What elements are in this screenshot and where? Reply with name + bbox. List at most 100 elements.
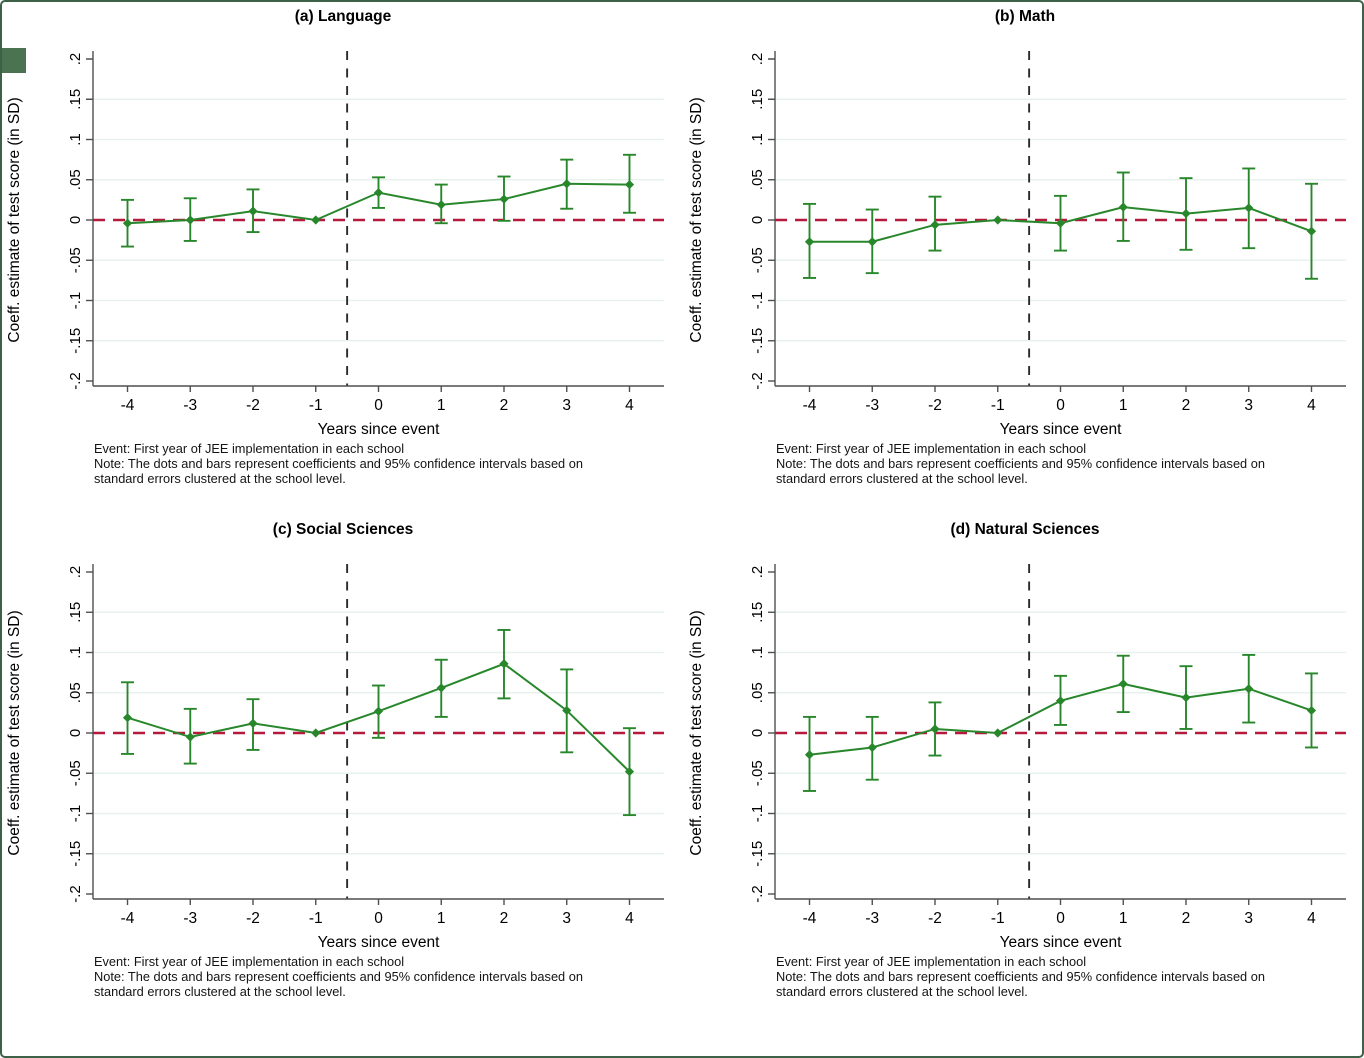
svg-text:2: 2 (500, 910, 509, 927)
note-text-line2: standard errors clustered at the school … (94, 984, 346, 1000)
svg-text:0: 0 (374, 397, 383, 414)
svg-text:-4: -4 (803, 910, 817, 927)
svg-text:-2: -2 (928, 397, 942, 414)
svg-text:-4: -4 (803, 397, 817, 414)
confidence-intervals (121, 153, 636, 248)
svg-text:.2: .2 (67, 53, 84, 66)
svg-text:-.1: -.1 (67, 805, 84, 823)
svg-text:0: 0 (374, 910, 383, 927)
x-axis-title: Years since event (318, 934, 440, 951)
svg-text:.15: .15 (749, 89, 766, 110)
svg-text:-3: -3 (183, 910, 197, 927)
svg-text:-2: -2 (246, 910, 260, 927)
svg-text:3: 3 (1244, 397, 1253, 414)
social-sciences-event-study-chart: .2 .15 .1 .05 0 -.05 -.1 -.15 -.2 -4 -3 -2 -1 0 1 2 3 4 Ye… (6, 564, 664, 951)
y-tick-labels: .2 .15 .1 .05 0 -.05 -.1 -.15 -.2 (749, 53, 775, 390)
svg-text:.1: .1 (67, 133, 84, 146)
chart-notes: Event: First year of JEE implementation … (94, 954, 684, 999)
svg-text:4: 4 (1307, 910, 1316, 927)
svg-text:2: 2 (500, 397, 509, 414)
svg-text:.15: .15 (67, 602, 84, 623)
note-text-line2: standard errors clustered at the school … (94, 471, 346, 487)
svg-text:.2: .2 (749, 566, 766, 579)
svg-text:-4: -4 (121, 397, 135, 414)
svg-text:2: 2 (1182, 910, 1191, 927)
note-event-line: Event: First year of JEE implementation … (776, 954, 1087, 970)
svg-text:1: 1 (437, 397, 446, 414)
svg-text:-4: -4 (121, 910, 135, 927)
svg-text:-3: -3 (183, 397, 197, 414)
note-event-line: Event: First year of JEE implementation … (94, 954, 405, 970)
x-axis-title: Years since event (1000, 934, 1122, 951)
chart-notes: Event: First year of JEE implementation … (94, 441, 684, 486)
confidence-intervals (803, 654, 1318, 793)
svg-text:-2: -2 (246, 397, 260, 414)
note-text-line1: Note: The dots and bars represent coeffi… (776, 969, 1265, 985)
panel-title-math: (b) Math (994, 8, 1056, 25)
svg-text:-.2: -.2 (749, 886, 766, 904)
y-axis-title: Coeff. estimate of test score (in SD) (688, 611, 705, 856)
y-tick-labels: .2 .15 .1 .05 0 -.05 -.1 -.15 -.2 (749, 566, 775, 903)
gridlines (775, 611, 1346, 855)
svg-text:-.2: -.2 (749, 372, 766, 390)
note-text-line1: Note: The dots and bars represent coeffi… (776, 456, 1265, 472)
svg-text:-.1: -.1 (749, 292, 766, 310)
panel-language: (a) Language .2 .15 .1 .05 0 -.05 -.1 -.15 -.2 -4… (2, 3, 684, 486)
svg-text:1: 1 (1119, 910, 1128, 927)
y-tick-labels: .2 .15 .1 .05 0 -.05 -.1 -.15 -.2 (67, 53, 93, 390)
natural-sciences-event-study-chart: .2 .15 .1 .05 0 -.05 -.1 -.15 -.2 -4 -3 -2 -1 0 1 2 3 4 Ye… (688, 564, 1346, 951)
svg-text:0: 0 (67, 216, 84, 224)
svg-text:-.1: -.1 (749, 805, 766, 823)
x-tick-labels: -4 -3 -2 -1 0 1 2 3 4 (803, 899, 1316, 927)
panel-natural-sciences: (d) Natural Sciences .2 .15 .1 .05 0 -.05 -.1 -… (684, 516, 1362, 999)
svg-text:0: 0 (67, 729, 84, 737)
panel-title-social-sciences: (c) Social Sciences (272, 521, 414, 539)
svg-text:3: 3 (562, 910, 571, 927)
svg-text:4: 4 (625, 910, 634, 927)
panel-title-language: (a) Language (294, 8, 392, 25)
svg-text:.1: .1 (749, 133, 766, 146)
gridlines (775, 98, 1346, 342)
left-edge-accent (2, 48, 26, 73)
svg-text:.1: .1 (67, 647, 84, 660)
chart-notes: Event: First year of JEE implementation … (776, 441, 1362, 487)
note-text-line1: Note: The dots and bars represent coeffi… (94, 969, 583, 985)
svg-text:.05: .05 (749, 683, 766, 704)
svg-text:-3: -3 (865, 397, 879, 414)
svg-text:-.15: -.15 (749, 328, 766, 354)
note-event-line: Event: First year of JEE implementation … (776, 441, 1087, 456)
x-tick-labels: -4 -3 -2 -1 0 1 2 3 4 (121, 386, 634, 414)
svg-text:.2: .2 (67, 566, 84, 579)
svg-text:.2: .2 (749, 53, 766, 66)
math-event-study-chart: .2 .15 .1 .05 0 -.05 -.1 -.15 -.2 -4 -3 -2 -1 0 1 2 3 4 Ye… (688, 51, 1346, 438)
svg-text:3: 3 (562, 397, 571, 414)
note-text-line2: standard errors clustered at the school … (776, 471, 1028, 487)
svg-text:1: 1 (437, 910, 446, 927)
svg-text:-.1: -.1 (67, 292, 84, 310)
svg-text:-.05: -.05 (749, 761, 766, 787)
y-axis-title: Coeff. estimate of test score (in SD) (688, 97, 705, 342)
x-tick-labels: -4 -3 -2 -1 0 1 2 3 4 (803, 386, 1316, 414)
svg-text:.15: .15 (749, 602, 766, 623)
chart-notes: Event: First year of JEE implementation … (776, 954, 1362, 999)
note-event-line: Event: First year of JEE implementation … (94, 441, 405, 456)
svg-text:3: 3 (1244, 910, 1253, 927)
x-axis-title: Years since event (1000, 421, 1122, 438)
svg-text:2: 2 (1182, 397, 1191, 414)
svg-text:-3: -3 (865, 910, 879, 927)
y-tick-labels: .2 .15 .1 .05 0 -.05 -.1 -.15 -.2 (67, 566, 93, 903)
svg-text:.05: .05 (67, 169, 84, 190)
panel-title-natural-sciences: (d) Natural Sciences (950, 521, 1100, 539)
svg-text:-1: -1 (991, 397, 1005, 414)
svg-text:.15: .15 (67, 89, 84, 110)
svg-text:-.05: -.05 (749, 247, 766, 273)
svg-text:4: 4 (1307, 397, 1316, 414)
svg-text:-.2: -.2 (67, 886, 84, 904)
x-tick-labels: -4 -3 -2 -1 0 1 2 3 4 (121, 899, 634, 927)
x-axis-title: Years since event (318, 421, 440, 438)
svg-text:-.15: -.15 (749, 841, 766, 867)
svg-text:-1: -1 (309, 397, 323, 414)
y-axis-title: Coeff. estimate of test score (in SD) (6, 97, 23, 342)
svg-text:-1: -1 (309, 910, 323, 927)
svg-text:.05: .05 (749, 169, 766, 190)
